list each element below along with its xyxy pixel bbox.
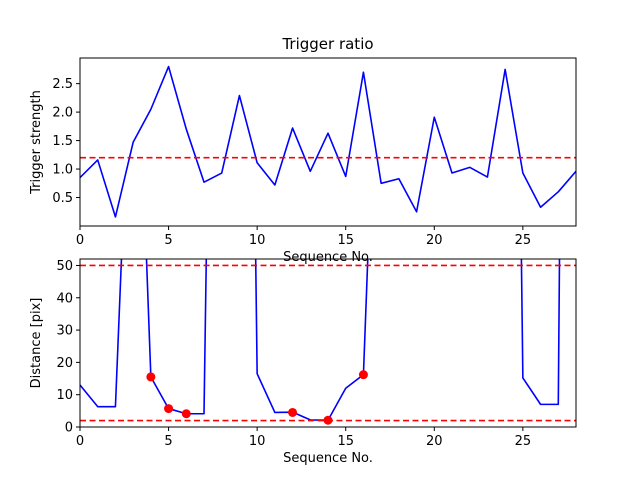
- trigger-x-tick-label: 5: [164, 233, 172, 248]
- trigger-series-line: [80, 65, 576, 218]
- trigger-y-tick-label: 0.5: [52, 191, 73, 206]
- trigger-ratio-panel: 0 5 10 15 20 25 0.5 1.0 1.5 2.0 2.5 Sequence No. Tri…: [29, 35, 577, 265]
- distance-series-line: [80, 259, 561, 422]
- distance-y-tick-label: 10: [56, 388, 73, 403]
- trigger-y-tick-label: 2.0: [52, 106, 73, 121]
- distance-y-tick-label: 50: [56, 259, 73, 274]
- distance-axes-frame: [79, 258, 577, 428]
- distance-x-tick-label: 0: [76, 434, 84, 449]
- trigger-x-tick-label: 0: [76, 233, 84, 248]
- trigger-x-tick-label: 25: [515, 233, 532, 248]
- distance-panel: 0 5 10 15 20 25 0 10 20 30 40 50 Sequence No. Distanc…: [29, 258, 577, 466]
- distance-x-tick-label: 25: [515, 434, 532, 449]
- distance-x-tick-label: 10: [249, 434, 266, 449]
- distance-x-tick-label: 15: [337, 434, 354, 449]
- distance-marker-point: [358, 370, 368, 380]
- distance-marker-point: [146, 372, 156, 382]
- distance-y-tick-label: 0: [65, 421, 73, 436]
- distance-y-axis-label: Distance [pix]: [29, 298, 44, 389]
- trigger-plot-area: [80, 65, 576, 218]
- trigger-y-tick-label: 2.5: [52, 77, 73, 92]
- distance-marker-point: [288, 407, 298, 417]
- trigger-y-axis-label: Trigger strength: [29, 90, 44, 195]
- trigger-y-tick-label: 1.5: [52, 134, 73, 149]
- distance-marker-point: [181, 409, 191, 419]
- distance-x-axis-label: Sequence No.: [283, 451, 373, 466]
- trigger-axes-frame: [79, 57, 577, 227]
- distance-y-tick-label: 30: [56, 324, 73, 339]
- distance-y-tick-label: 40: [56, 291, 73, 306]
- trigger-x-tick-label: 15: [337, 233, 354, 248]
- distance-x-tick-label: 20: [426, 434, 443, 449]
- trigger-x-tick-label: 20: [426, 233, 443, 248]
- distance-marker-point: [164, 404, 174, 414]
- trigger-x-tick-label: 10: [249, 233, 266, 248]
- trigger-y-tick-label: 1.0: [52, 163, 73, 178]
- distance-y-tick-label: 20: [56, 356, 73, 371]
- trigger-x-axis-label: Sequence No.: [283, 250, 373, 265]
- trigger-chart-title: Trigger ratio: [281, 35, 373, 53]
- distance-plot-area: [80, 259, 576, 425]
- distance-x-tick-label: 5: [164, 434, 172, 449]
